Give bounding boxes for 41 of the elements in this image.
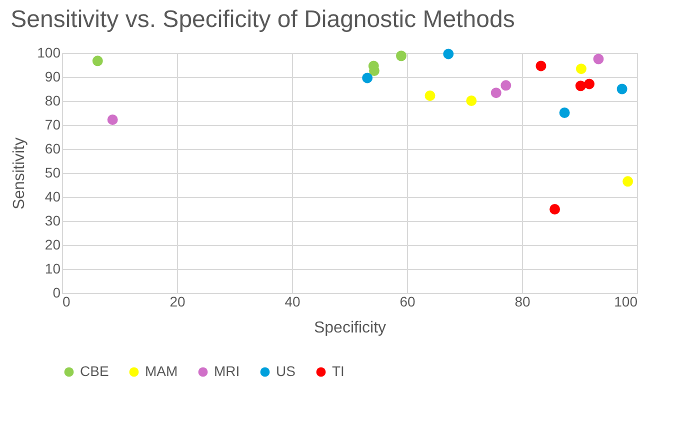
point (490, 88, 502, 98)
y-tick-label: 90 (44, 68, 61, 84)
point (396, 50, 406, 62)
point (622, 176, 634, 187)
point (107, 114, 118, 125)
point (584, 78, 595, 90)
x-tick-label: 100 (614, 294, 638, 310)
point (466, 96, 477, 106)
y-tick-label: 20 (44, 236, 61, 252)
y-tick-label: 30 (44, 212, 61, 228)
legend-label: TI (332, 363, 344, 379)
chart-title: Sensitivity vs. Specificity of Diagnostic Methods (10, 6, 515, 33)
x-tick-label: 20 (170, 294, 186, 310)
point (550, 204, 560, 214)
point (424, 90, 436, 101)
x-tick-label: 80 (514, 294, 530, 310)
legend-label: MRI (214, 363, 240, 379)
point (593, 54, 604, 64)
point (362, 72, 373, 84)
y-axis-title: Sensitivity (11, 137, 28, 210)
legend-label: MAM (145, 363, 178, 379)
x-tick-label: 40 (284, 294, 300, 310)
point (559, 108, 570, 118)
legend-label: CBE (80, 363, 109, 379)
point (536, 60, 546, 72)
point (616, 84, 628, 94)
point (500, 80, 512, 91)
y-tick-label: 100 (37, 44, 61, 60)
point (575, 80, 586, 92)
y-tick-label: 50 (44, 164, 61, 180)
y-tick-label: 60 (44, 140, 61, 156)
y-tick-label: 40 (44, 188, 61, 204)
point (576, 64, 586, 74)
y-tick-label: 70 (44, 116, 61, 132)
x-tick-label: 60 (400, 294, 416, 310)
point (443, 48, 454, 60)
point (92, 56, 103, 66)
x-axis-title: Specificity (314, 320, 386, 336)
legend-label: US (276, 363, 296, 379)
y-tick-label: 10 (44, 260, 61, 276)
y-tick-label: 80 (44, 92, 61, 108)
